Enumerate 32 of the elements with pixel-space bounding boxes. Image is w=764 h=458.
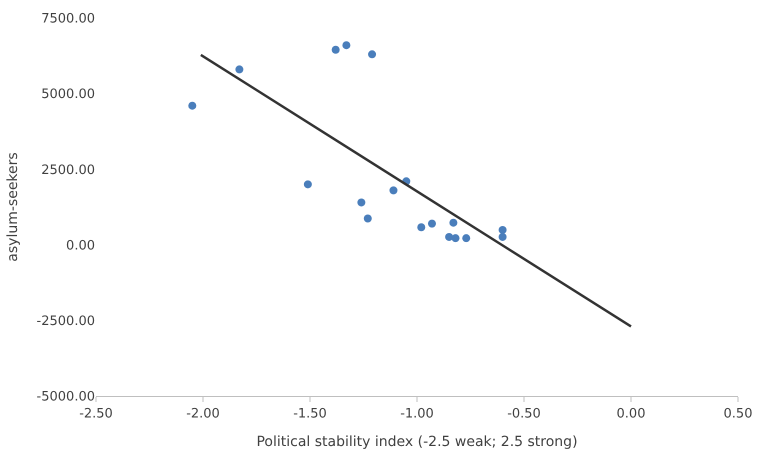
point — [357, 198, 366, 206]
y-tick-label: 0.00 — [66, 238, 95, 254]
point — [417, 223, 426, 232]
x-tick-label: -0.50 — [507, 406, 541, 422]
point — [498, 232, 507, 241]
point — [332, 46, 340, 54]
point — [364, 214, 372, 222]
point — [368, 50, 376, 58]
y-tick-label: 7500.00 — [41, 12, 95, 27]
x-tick-label: 0.00 — [616, 406, 646, 422]
x-axis-title: Political stability index (-2.5 weak; 2.5 strong) — [256, 434, 578, 450]
y-tick-label: 2500.00 — [41, 162, 95, 178]
x-tick-label: -1.00 — [400, 406, 434, 422]
point — [188, 102, 196, 110]
x-tick-label: -2.50 — [79, 406, 113, 422]
x-tick-label: -1.50 — [293, 406, 327, 422]
point — [428, 220, 436, 228]
point — [445, 232, 454, 241]
y-tick-label: 5000.00 — [41, 87, 95, 102]
x-tick-label: 0.50 — [724, 406, 752, 422]
point — [389, 186, 398, 194]
point — [498, 226, 507, 234]
point — [342, 41, 350, 50]
point — [452, 234, 460, 242]
y-tick-label: -2500.00 — [36, 314, 95, 329]
y-tick-label: -5000.00 — [36, 390, 95, 405]
point — [449, 218, 458, 227]
y-axis-title: asylum-seekers — [5, 152, 22, 262]
x-tick-label: -2.00 — [186, 406, 220, 422]
point — [304, 180, 312, 188]
point — [235, 65, 244, 74]
point — [462, 234, 470, 242]
